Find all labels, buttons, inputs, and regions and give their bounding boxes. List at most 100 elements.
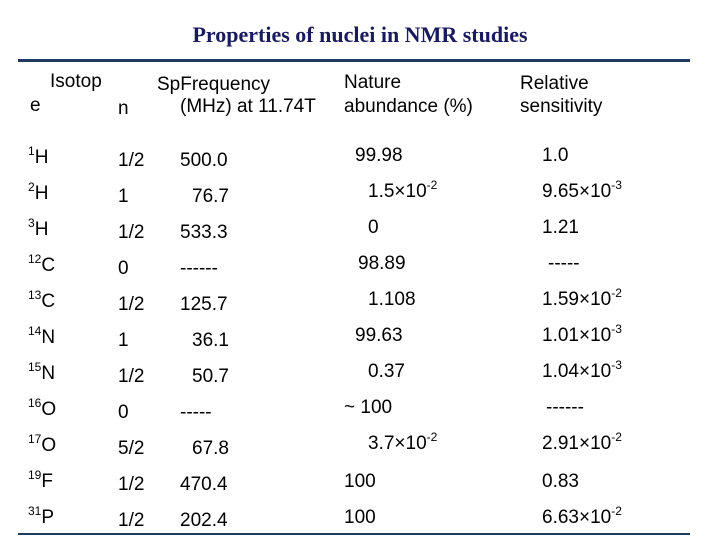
mass-number: 14 xyxy=(28,324,42,338)
spin-cell: 0 xyxy=(118,401,129,425)
spin-cell: 1 xyxy=(118,185,129,209)
spin-header: n xyxy=(118,98,129,119)
sensitivity-value: ------ xyxy=(546,397,584,418)
element-symbol: C xyxy=(41,291,56,312)
frequency-value: 125.7 xyxy=(180,294,228,315)
abundance-value: 0 xyxy=(368,217,379,238)
spin-value: 1 xyxy=(118,330,129,351)
frequency-value: 50.7 xyxy=(192,366,229,387)
abundance-value: 100 xyxy=(344,507,376,528)
sensitivity-value: 6.63×10 xyxy=(542,507,612,528)
abundance-value: 99.63 xyxy=(355,325,403,346)
abundance-value: 3.7×10 xyxy=(368,433,427,454)
spin-cell: 1/2 xyxy=(118,293,144,317)
element-symbol: C xyxy=(41,255,56,276)
spin-cell: 0 xyxy=(118,257,129,281)
isotope-cell: 3H xyxy=(28,216,49,242)
frequency-value: 202.4 xyxy=(180,510,228,531)
element-symbol: O xyxy=(41,399,57,420)
sensitivity-exponent: -3 xyxy=(611,322,622,336)
top-rule xyxy=(18,59,690,62)
isotope-cell: 16O xyxy=(28,396,57,422)
sensitivity-value: 1.0 xyxy=(542,145,569,166)
sensitivity-cell: 1.59×10-2 xyxy=(542,287,622,312)
sensitivity-header-1: Relative xyxy=(520,73,589,94)
abundance-value: ~ 100 xyxy=(344,397,393,418)
element-symbol: N xyxy=(41,327,56,348)
spin-value: 1/2 xyxy=(118,222,145,243)
sensitivity-value: 1.04×10 xyxy=(542,361,612,382)
spin-value: 1/2 xyxy=(118,294,145,315)
frequency-cell: 50.7 xyxy=(192,365,229,389)
spin-cell: 1/2 xyxy=(118,221,144,245)
abundance-cell: 99.98 xyxy=(355,144,403,168)
abundance-cell: 0 xyxy=(368,216,379,240)
sensitivity-exponent: -2 xyxy=(611,504,622,518)
sensitivity-value: 2.91×10 xyxy=(542,433,612,454)
frequency-value: 67.8 xyxy=(192,438,229,459)
isotope-cell: 1H xyxy=(28,145,48,170)
abundance-value: 0.37 xyxy=(368,361,405,382)
mass-number: 16 xyxy=(28,396,42,410)
sensitivity-value: 1.21 xyxy=(542,217,579,238)
frequency-value: 36.1 xyxy=(192,330,229,351)
frequency-value: ------ xyxy=(180,258,218,279)
element-symbol: O xyxy=(41,435,57,456)
isotope-cell: 17O xyxy=(28,433,57,458)
frequency-cell: 533.3 xyxy=(180,221,228,245)
frequency-cell: 125.7 xyxy=(180,293,228,317)
abundance-value: 100 xyxy=(344,471,376,492)
sensitivity-value: ----- xyxy=(548,253,580,274)
sensitivity-cell: ----- xyxy=(548,252,580,276)
frequency-cell: 470.4 xyxy=(180,473,228,497)
sensitivity-cell: 2.91×10-2 xyxy=(542,430,622,456)
isotope-cell: 31P xyxy=(28,504,54,530)
abundance-header-1: Nature xyxy=(344,72,402,93)
sp-header: SpFrequency xyxy=(157,73,270,96)
frequency-value: 533.3 xyxy=(180,222,228,243)
sensitivity-value: 1.01×10 xyxy=(542,325,612,346)
spin-cell: 1 xyxy=(118,329,129,353)
spin-cell: 1/2 xyxy=(118,365,144,389)
abundance-header-2: abundance (%) xyxy=(344,96,473,117)
bottom-rule xyxy=(18,533,690,535)
mass-number: 2 xyxy=(28,180,35,194)
frequency-value: ----- xyxy=(180,402,212,423)
spin-value: 1/2 xyxy=(118,150,145,171)
abundance-cell: 99.63 xyxy=(355,324,403,348)
frequency-cell: ----- xyxy=(180,401,212,425)
isotope-header-2: e xyxy=(30,95,41,116)
sensitivity-cell: 1.0 xyxy=(542,144,568,168)
frequency-value: 500.0 xyxy=(180,150,228,171)
sensitivity-header-2: sensitivity xyxy=(520,96,603,117)
abundance-value: 1.5×10 xyxy=(368,181,427,202)
frequency-value: 76.7 xyxy=(192,186,229,207)
sensitivity-cell: 1.04×10-3 xyxy=(542,359,622,384)
sensitivity-value: 0.83 xyxy=(542,471,579,492)
element-symbol: H xyxy=(34,183,49,204)
isotope-header-1: Isotop xyxy=(50,71,102,92)
abundance-cell: 3.7×10-2 xyxy=(368,430,438,456)
element-symbol: H xyxy=(34,219,49,240)
frequency-cell: 67.8 xyxy=(192,437,229,461)
mass-number: 12 xyxy=(28,252,42,266)
sp-header-text: Sp xyxy=(157,74,181,95)
abundance-exponent: -2 xyxy=(426,178,438,192)
abundance-value: 99.98 xyxy=(355,145,403,166)
isotope-cell: 12C xyxy=(28,252,56,278)
sensitivity-cell: ------ xyxy=(546,396,584,420)
page-title: Properties of nuclei in NMR studies xyxy=(192,22,528,47)
mass-number: 31 xyxy=(28,504,42,518)
isotope-cell: 14N xyxy=(28,324,56,350)
abundance-exponent: -2 xyxy=(426,430,438,444)
sensitivity-cell: 0.83 xyxy=(542,470,579,494)
sensitivity-value: 9.65×10 xyxy=(542,181,612,202)
spin-cell: 1/2 xyxy=(118,149,144,173)
mass-number: 3 xyxy=(28,216,35,230)
spin-value: 1/2 xyxy=(118,510,145,531)
abundance-cell: 100 xyxy=(344,506,376,530)
sensitivity-cell: 9.65×10-3 xyxy=(542,179,622,204)
mass-number: 19 xyxy=(28,468,42,482)
isotope-cell: 13C xyxy=(28,289,56,314)
sensitivity-exponent: -2 xyxy=(611,430,622,444)
